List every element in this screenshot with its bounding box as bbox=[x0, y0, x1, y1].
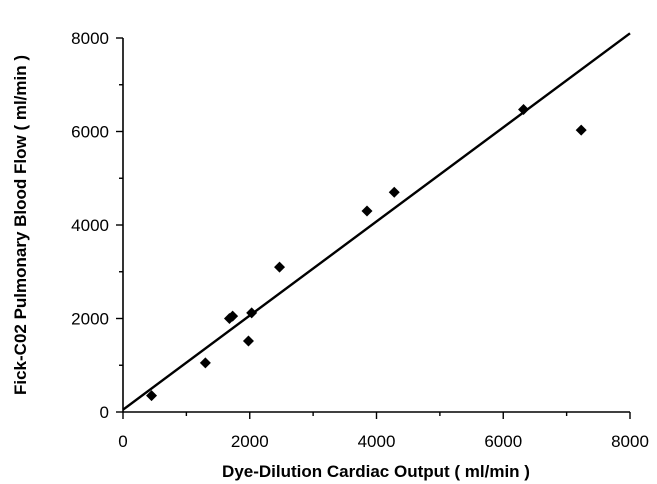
data-point bbox=[246, 307, 258, 319]
data-point bbox=[274, 261, 286, 273]
axes bbox=[122, 38, 630, 413]
data-point bbox=[242, 335, 254, 347]
y-tick-label: 6000 bbox=[71, 123, 109, 142]
x-tick-label: 4000 bbox=[358, 432, 396, 451]
y-tick-label: 8000 bbox=[71, 29, 109, 48]
y-axis-label: Fick-C02 Pulmonary Blood Flow ( ml/min ) bbox=[11, 55, 30, 395]
y-ticks: 0 2000 4000 6000 8000 bbox=[71, 29, 123, 422]
x-tick-label: 2000 bbox=[231, 432, 269, 451]
y-tick-label: 0 bbox=[100, 403, 109, 422]
fit-line-group bbox=[122, 32, 631, 411]
x-tick-label: 6000 bbox=[484, 432, 522, 451]
y-tick-label: 4000 bbox=[71, 216, 109, 235]
data-point bbox=[199, 357, 211, 369]
data-points bbox=[146, 104, 587, 402]
data-point bbox=[361, 205, 373, 217]
x-tick-label: 0 bbox=[118, 432, 127, 451]
x-tick-label: 8000 bbox=[611, 432, 649, 451]
data-point bbox=[518, 104, 530, 116]
x-axis-label: Dye-Dilution Cardiac Output ( ml/min ) bbox=[222, 462, 530, 481]
data-point bbox=[227, 310, 239, 322]
data-point bbox=[146, 390, 158, 402]
y-tick-label: 2000 bbox=[71, 310, 109, 329]
regression-line bbox=[122, 32, 631, 411]
x-ticks: 0 2000 4000 6000 8000 bbox=[118, 412, 649, 451]
data-point bbox=[575, 124, 587, 136]
data-point bbox=[388, 186, 400, 198]
